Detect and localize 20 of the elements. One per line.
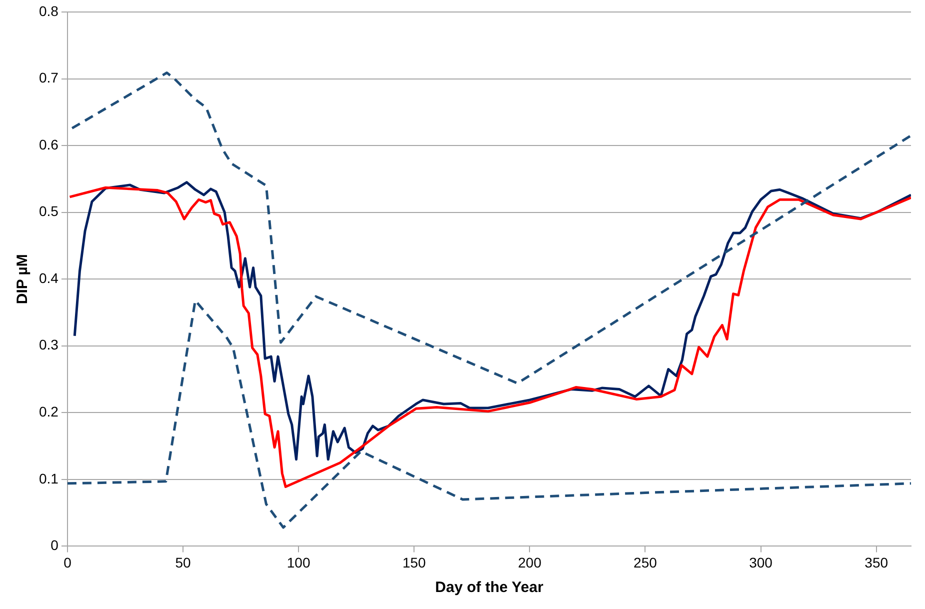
x-tick-label: 50 xyxy=(175,554,192,570)
y-tick-label: 0.5 xyxy=(38,203,59,220)
x-axis-title: Day of the Year xyxy=(435,579,544,596)
y-tick-label: 0.6 xyxy=(38,136,59,152)
x-tick-label: 0 xyxy=(64,554,72,570)
y-tick-label: 0.4 xyxy=(38,270,59,286)
y-tick-label: 0.3 xyxy=(38,336,59,353)
y-tick-label: 0.7 xyxy=(38,70,59,86)
x-tick-label: 200 xyxy=(518,554,542,570)
x-tick-label: 250 xyxy=(634,554,658,570)
y-axis-title: DIP µM xyxy=(14,254,32,304)
y-tick-label: 0.1 xyxy=(38,470,59,486)
y-tick-label: 0.2 xyxy=(38,404,59,420)
y-tick-label: 0 xyxy=(50,537,59,554)
x-tick-label: 150 xyxy=(402,554,426,570)
x-tick-label: 350 xyxy=(864,554,888,570)
x-tick-label: 300 xyxy=(749,554,773,570)
line-series xyxy=(70,72,911,385)
x-tick-label: 100 xyxy=(286,554,310,570)
y-tick-label: 0.8 xyxy=(38,2,59,19)
